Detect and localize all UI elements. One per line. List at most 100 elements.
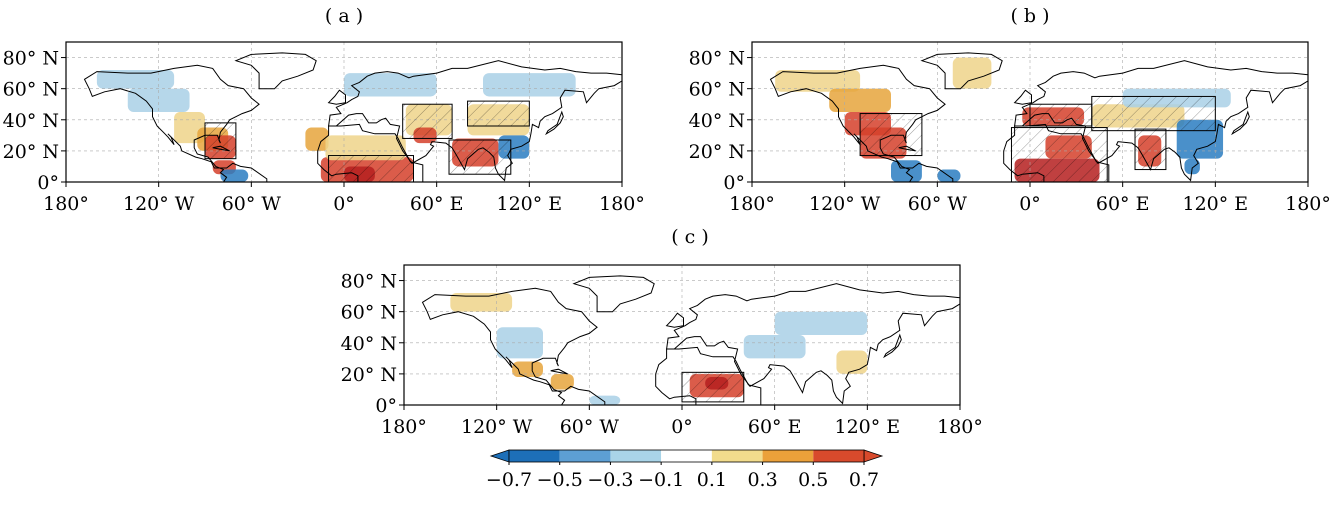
x-tick-label: 0° <box>1019 193 1041 215</box>
significance-hatch <box>449 140 511 175</box>
region-box <box>402 103 453 139</box>
colorbar-swatch <box>509 450 560 462</box>
region-box <box>681 371 745 403</box>
x-tick-label: 60° W <box>908 193 968 215</box>
region-box <box>1134 128 1167 171</box>
anomaly-field <box>829 88 891 112</box>
coastline <box>1013 89 1032 105</box>
x-tick-label: 120° E <box>496 193 562 215</box>
colorbar-extend-under <box>489 449 510 463</box>
y-tick-label: 40° N <box>341 333 397 355</box>
y-tick-label: 80° N <box>341 271 397 293</box>
map-area <box>66 42 622 182</box>
significance-hatch <box>1030 104 1092 126</box>
significance-hatch <box>402 104 453 139</box>
anomaly-field <box>127 88 190 112</box>
significance-hatch <box>328 155 414 182</box>
coastline <box>317 123 424 182</box>
coastline <box>665 312 684 328</box>
panel-label: ( b ) <box>1010 5 1049 27</box>
x-tick-label: 180° <box>599 193 645 215</box>
significance-hatch <box>205 122 236 159</box>
y-tick-label: 0° <box>723 172 745 194</box>
anomaly-field <box>550 373 574 390</box>
y-tick-label: 20° N <box>341 364 397 386</box>
anomaly-field <box>836 350 868 374</box>
x-tick-label: 60° E <box>748 416 802 438</box>
anomaly-field <box>952 57 992 89</box>
y-tick-label: 0° <box>375 395 397 417</box>
significance-hatch <box>682 372 744 402</box>
colorbar-tick-label: 0.3 <box>747 469 777 491</box>
coastline <box>920 52 1003 90</box>
x-tick-label: 180° <box>381 416 427 438</box>
anomaly-field <box>775 70 861 92</box>
map-panel-c: ( c )180° 120° W 60° W 0° 60° E 120° E 180°0°2… <box>341 226 983 438</box>
x-tick-label: 180° <box>729 193 775 215</box>
map-panel-b: ( b )180° 120° W 60° W 0° 60° E 120° E 180°0°2… <box>689 5 1331 215</box>
coastline <box>1231 110 1250 136</box>
x-tick-label: 60° W <box>222 193 282 215</box>
x-tick-label: 60° E <box>1096 193 1150 215</box>
colorbar-frame <box>508 449 865 463</box>
y-tick-label: 80° N <box>3 48 59 70</box>
significance-hatch <box>1091 96 1216 131</box>
colorbar-tick-label: −0.7 <box>486 469 532 491</box>
region-box <box>467 100 530 127</box>
colorbar: −0.7 −0.5 −0.3 −0.1 0.1 0.3 0.5 0.7 <box>486 449 884 491</box>
colorbar-swatch <box>762 450 814 462</box>
y-tick-label: 20° N <box>689 141 745 163</box>
colorbar-swatch <box>559 450 611 462</box>
significance-hatch <box>467 101 530 126</box>
colorbar-tick-label: 0.5 <box>798 469 828 491</box>
x-tick-label: 120° E <box>834 416 900 438</box>
x-tick-label: 180° <box>937 416 983 438</box>
coastline <box>666 283 960 405</box>
x-tick-label: 0° <box>333 193 355 215</box>
x-tick-label: 60° E <box>410 193 464 215</box>
y-tick-label: 20° N <box>3 141 59 163</box>
region-box <box>204 122 237 160</box>
anomaly-field <box>220 169 249 182</box>
coastline <box>883 333 902 359</box>
coastline <box>234 52 317 90</box>
y-tick-label: 60° N <box>341 302 397 324</box>
map-area <box>404 265 960 405</box>
colorbar-swatch <box>661 450 712 462</box>
colorbar-tick-label: 0.1 <box>697 469 727 491</box>
region-box <box>859 113 923 157</box>
map-panel-a: ( a )180° 120° W 60° W 0° 60° E 120° E 180°0°2… <box>3 5 645 215</box>
colorbar-tick-label: −0.3 <box>587 469 633 491</box>
significance-hatch <box>860 113 922 156</box>
region-box <box>328 155 414 182</box>
anomaly-field <box>1184 158 1200 175</box>
significance-hatch <box>1011 127 1108 182</box>
colorbar-tick-label: −0.5 <box>537 469 583 491</box>
colorbar-extend-over <box>863 449 884 463</box>
x-tick-label: 120° W <box>123 193 195 215</box>
coastline <box>769 64 954 182</box>
x-tick-label: 180° <box>43 193 89 215</box>
coastline <box>550 368 568 375</box>
coastline <box>83 64 268 182</box>
panel-label: ( a ) <box>325 5 363 27</box>
y-tick-label: 0° <box>37 172 59 194</box>
coastline <box>572 275 655 313</box>
coastline <box>545 110 564 136</box>
x-tick-label: 120° W <box>461 416 533 438</box>
region-box <box>448 139 512 175</box>
x-tick-label: 180° <box>1285 193 1331 215</box>
anomaly-field <box>589 395 621 405</box>
x-tick-label: 0° <box>671 416 693 438</box>
colorbar-tick-label: 0.7 <box>849 469 879 491</box>
region-box <box>1010 127 1108 182</box>
anomaly-field <box>743 335 806 359</box>
panel-label: ( c ) <box>671 226 709 248</box>
anomaly-field <box>512 361 543 377</box>
anomaly-field <box>344 73 437 97</box>
y-tick-label: 60° N <box>3 79 59 101</box>
x-tick-label: 120° W <box>809 193 881 215</box>
coastline <box>421 287 606 405</box>
map-area <box>752 42 1308 182</box>
